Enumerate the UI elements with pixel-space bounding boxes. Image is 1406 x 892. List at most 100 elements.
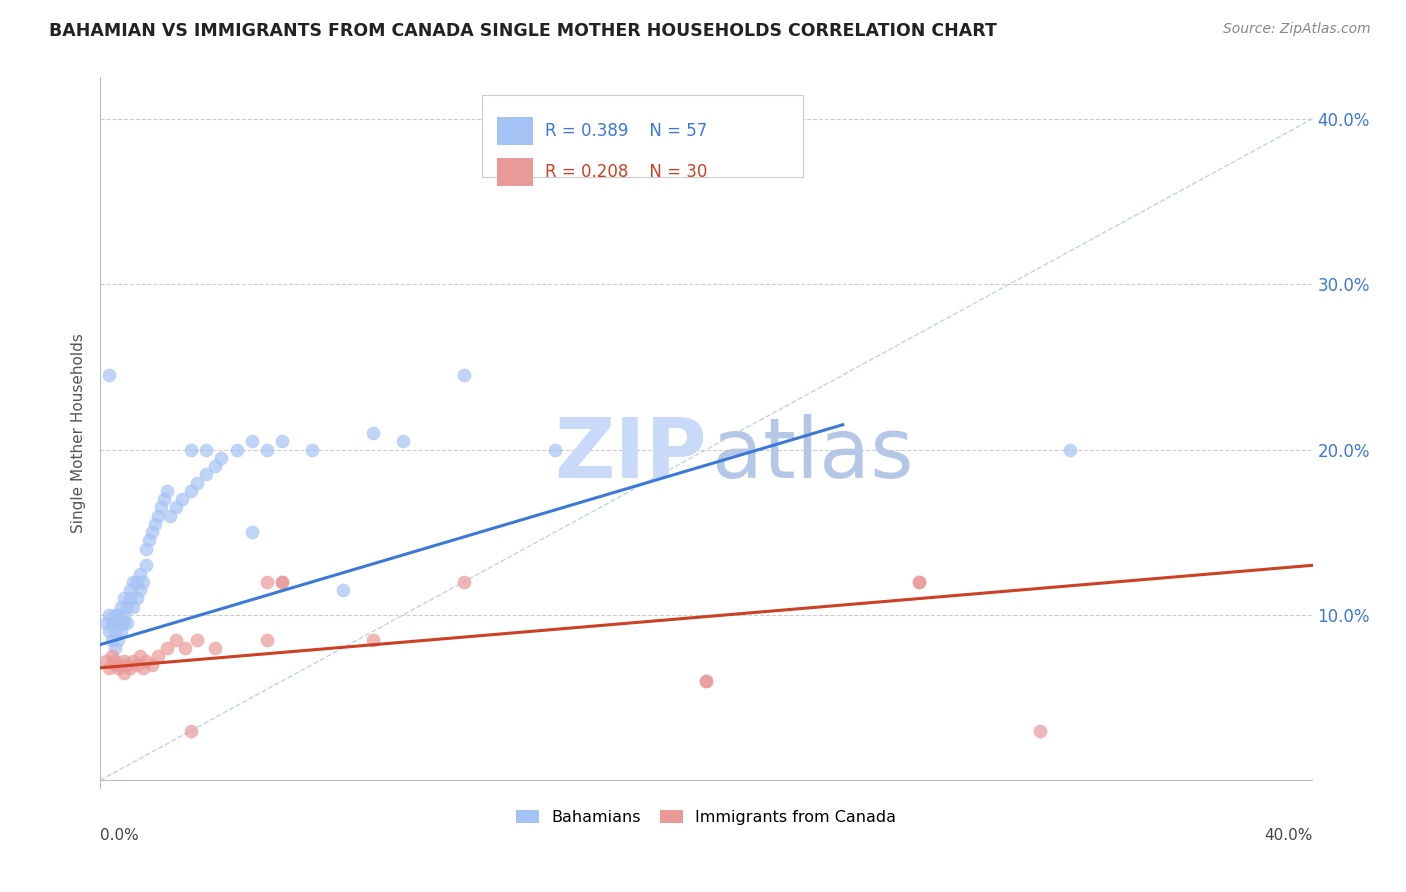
Point xyxy=(170,492,193,507)
Text: ZIP: ZIP xyxy=(554,414,706,495)
Point xyxy=(104,640,127,655)
Point xyxy=(204,458,226,473)
Point xyxy=(135,654,157,668)
Point xyxy=(204,640,226,655)
Point xyxy=(152,492,174,507)
Point xyxy=(141,657,163,672)
Point xyxy=(101,632,124,647)
Point xyxy=(96,654,118,668)
Point xyxy=(146,649,169,664)
Point xyxy=(128,649,150,664)
Point xyxy=(125,591,148,606)
Point xyxy=(332,583,354,598)
Point xyxy=(104,624,127,639)
FancyBboxPatch shape xyxy=(482,95,803,177)
Text: atlas: atlas xyxy=(713,414,914,495)
Point xyxy=(544,442,567,457)
Point xyxy=(110,599,132,614)
Point xyxy=(361,632,384,647)
Point xyxy=(110,624,132,639)
Point xyxy=(117,616,139,631)
Point xyxy=(98,607,121,622)
Point xyxy=(138,533,160,548)
Point xyxy=(180,723,202,738)
FancyBboxPatch shape xyxy=(496,117,533,145)
Point xyxy=(101,649,124,664)
Point xyxy=(120,661,142,675)
Point xyxy=(225,442,247,457)
Point xyxy=(96,616,118,631)
Point xyxy=(240,434,263,449)
Point xyxy=(156,640,179,655)
Point xyxy=(125,574,148,589)
Point xyxy=(146,508,169,523)
Text: BAHAMIAN VS IMMIGRANTS FROM CANADA SINGLE MOTHER HOUSEHOLDS CORRELATION CHART: BAHAMIAN VS IMMIGRANTS FROM CANADA SINGL… xyxy=(49,22,997,40)
Point xyxy=(301,442,323,457)
Point xyxy=(159,508,181,523)
Text: Source: ZipAtlas.com: Source: ZipAtlas.com xyxy=(1223,22,1371,37)
Point xyxy=(122,574,145,589)
Point xyxy=(110,657,132,672)
Point xyxy=(907,574,929,589)
Legend: Bahamians, Immigrants from Canada: Bahamians, Immigrants from Canada xyxy=(510,804,903,831)
Point xyxy=(104,657,127,672)
Point xyxy=(101,616,124,631)
Point xyxy=(180,483,202,498)
Point xyxy=(1029,723,1052,738)
Point xyxy=(117,599,139,614)
Text: R = 0.389    N = 57: R = 0.389 N = 57 xyxy=(546,122,707,140)
Point xyxy=(125,657,148,672)
Point xyxy=(1059,442,1081,457)
Point xyxy=(256,632,278,647)
Point xyxy=(120,591,142,606)
Point xyxy=(107,607,129,622)
Point xyxy=(361,425,384,440)
Point xyxy=(271,434,294,449)
Point xyxy=(98,624,121,639)
Point xyxy=(392,434,415,449)
Point xyxy=(98,368,121,383)
Point xyxy=(128,583,150,598)
Point xyxy=(107,632,129,647)
Point xyxy=(110,616,132,631)
Point xyxy=(156,483,179,498)
Point xyxy=(131,574,153,589)
Point xyxy=(122,599,145,614)
Point xyxy=(135,541,157,556)
Point xyxy=(453,574,475,589)
Point xyxy=(104,607,127,622)
Point xyxy=(112,616,135,631)
Point xyxy=(117,657,139,672)
Point xyxy=(256,442,278,457)
Point xyxy=(186,475,208,490)
Point xyxy=(128,566,150,581)
Point xyxy=(695,674,717,689)
FancyBboxPatch shape xyxy=(496,158,533,186)
Point xyxy=(104,616,127,631)
Point xyxy=(149,500,172,515)
Point xyxy=(112,665,135,680)
Point xyxy=(112,607,135,622)
Point xyxy=(165,500,187,515)
Point xyxy=(135,558,157,573)
Point xyxy=(165,632,187,647)
Point xyxy=(122,654,145,668)
Point xyxy=(143,516,166,531)
Point xyxy=(453,368,475,383)
Text: 0.0%: 0.0% xyxy=(100,828,139,843)
Point xyxy=(186,632,208,647)
Text: R = 0.208    N = 30: R = 0.208 N = 30 xyxy=(546,163,707,181)
Point xyxy=(240,525,263,540)
Point xyxy=(695,674,717,689)
Point xyxy=(104,654,127,668)
Point xyxy=(195,467,218,482)
Point xyxy=(98,661,121,675)
Point xyxy=(112,654,135,668)
Point xyxy=(195,442,218,457)
Point xyxy=(141,525,163,540)
Point xyxy=(271,574,294,589)
Point xyxy=(120,583,142,598)
Point xyxy=(256,574,278,589)
Point xyxy=(112,591,135,606)
Point xyxy=(907,574,929,589)
